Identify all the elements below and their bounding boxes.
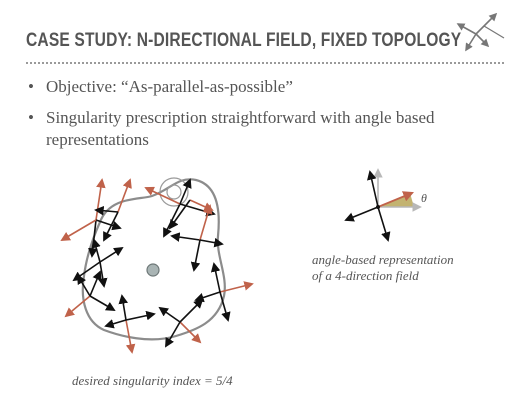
boundary-curve (81, 178, 226, 341)
bullet-singularity: Singularity prescription straightforward… (26, 107, 516, 151)
boundary-circle (159, 177, 189, 207)
title-divider (26, 62, 504, 64)
bullet-list: Objective: “As-parallel-as-possible” Sin… (26, 76, 516, 160)
boundary-circle (166, 184, 182, 200)
theta-label: θ (421, 191, 427, 205)
angle-caption-line2: of a 4-direction field (312, 268, 419, 283)
singularity-caption: desired singularity index = 5/4 (72, 373, 233, 388)
bullet-objective: Objective: “As-parallel-as-possible” (26, 76, 516, 98)
slide-title: CASE STUDY: N-DIRECTIONAL FIELD, FIXED T… (26, 30, 462, 51)
angle-caption-line1: angle-based representation (312, 252, 454, 267)
singularity-dot-icon (146, 263, 160, 277)
cross-field-arrows (60, 178, 254, 354)
logo-arrows-icon (456, 12, 505, 52)
angle-representation-figure (344, 168, 422, 242)
